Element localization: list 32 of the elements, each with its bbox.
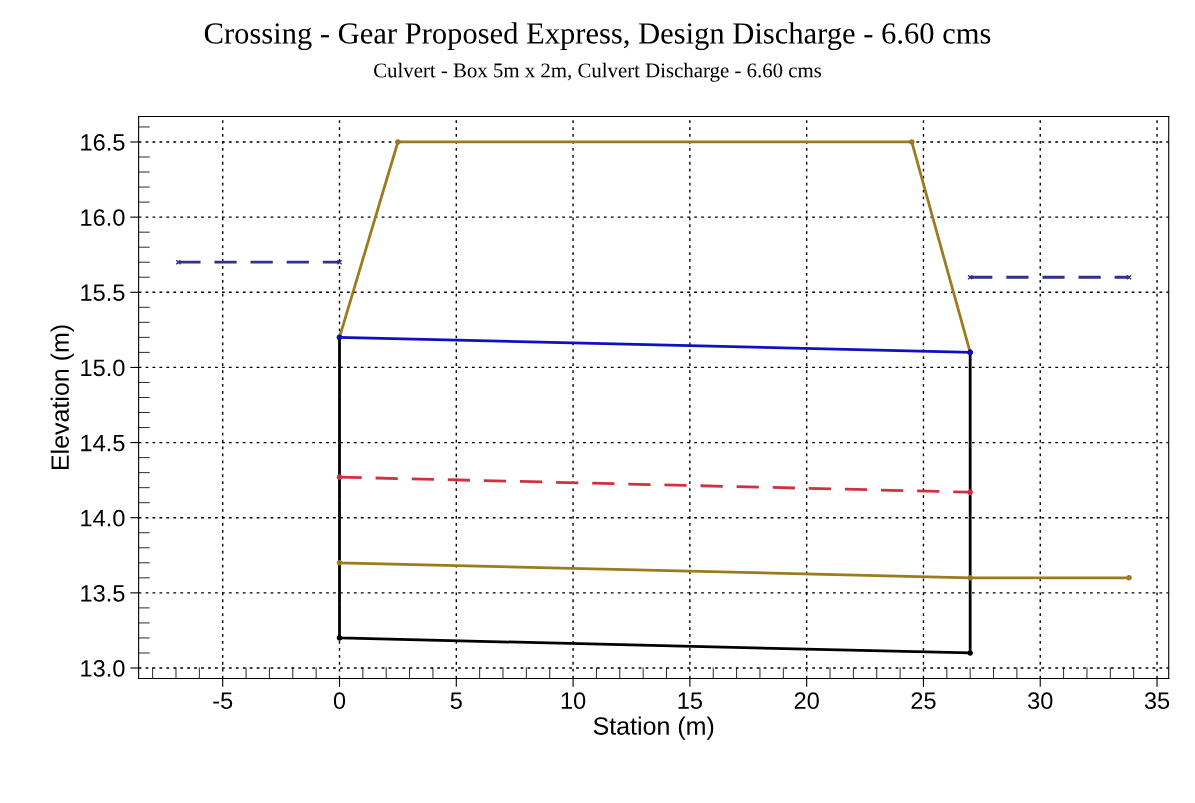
point [908,139,915,145]
y-tick-label: 13.0 [81,660,125,677]
x-tick-label: 10 [561,692,586,710]
point [336,635,343,641]
chart-title: Crossing - Gear Proposed Express, Design Discharge - 6.60 cms [204,22,991,51]
point [1126,575,1132,581]
x-tick-label: 15 [678,692,703,710]
point [336,474,343,480]
point [336,560,343,566]
x-tick-label: 35 [1144,692,1170,710]
y-tick-label: 13.5 [81,584,125,602]
point [395,139,401,145]
y-tick-label: 16.0 [81,209,125,226]
y-tick-label: 15.0 [81,359,125,377]
x-tick-label: 20 [794,692,819,710]
x-tick-label: 25 [911,692,936,710]
y-axis-title: Elevation (m) [50,325,74,470]
x-tick-label: 0 [333,692,346,710]
chart-subtitle: Culvert - Box 5m x 2m, Culvert Discharge - 6.60 cms [374,62,822,82]
point [967,274,973,281]
y-tick-label: 16.5 [81,134,125,151]
point [967,489,973,495]
x-tick-label: 5 [450,692,462,710]
x-tick-label: -5 [213,692,233,710]
point [967,650,973,656]
y-tick-label: 14.5 [81,434,125,452]
point [967,575,973,581]
x-axis-title: Station (m) [593,716,714,740]
y-tick-label: 15.5 [81,284,125,302]
y-tick-label: 14.0 [81,509,125,527]
x-tick-label: 30 [1028,692,1053,710]
point [175,259,182,265]
